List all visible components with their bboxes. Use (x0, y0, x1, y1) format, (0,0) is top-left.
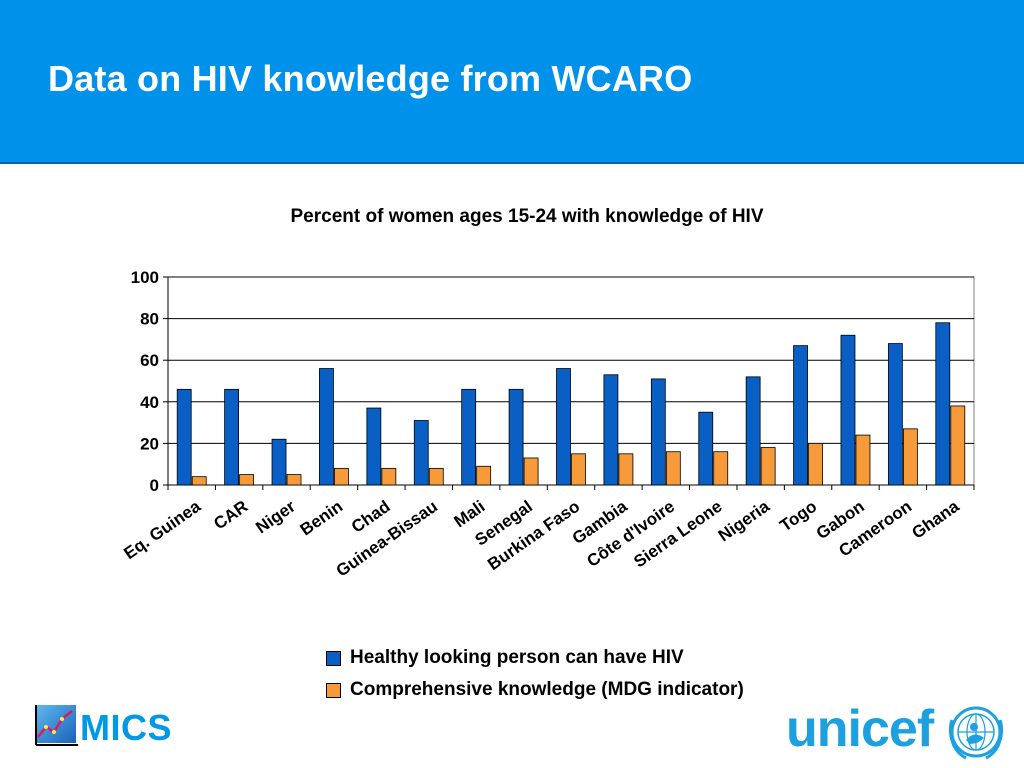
bar-comprehensive-4 (381, 467, 397, 486)
y-tick-label: 40 (140, 393, 159, 412)
bar-comprehensive-3 (334, 467, 349, 486)
x-category-label: Benin (297, 497, 347, 540)
x-category-label: Eq. Guinea (120, 496, 204, 563)
bar-healthy-looking-9 (603, 374, 619, 486)
y-tick-label: 80 (140, 310, 159, 329)
chart-legend: Healthy looking person can have HIV Comp… (326, 642, 744, 706)
bar-healthy-looking-15 (887, 343, 903, 486)
bar-comprehensive-8 (571, 453, 586, 486)
legend-item-series-2: Comprehensive knowledge (MDG indicator) (326, 674, 744, 706)
bar-comprehensive-13 (808, 442, 823, 486)
x-category-label: Nigeria (715, 496, 774, 545)
unicef-logo-text: unicef (786, 700, 934, 758)
legend-item-series-1: Healthy looking person can have HIV (326, 642, 744, 674)
mics-logo-text: MICS (80, 707, 172, 748)
bar-comprehensive-6 (476, 465, 492, 486)
bar-comprehensive-1 (239, 474, 255, 486)
mics-chart-logo-icon (35, 705, 78, 746)
bar-healthy-looking-3 (319, 368, 334, 486)
slide-header: Data on HIV knowledge from WCARO (0, 0, 1024, 164)
bar-healthy-looking-7 (508, 388, 524, 486)
bar-comprehensive-14 (855, 434, 871, 486)
bar-comprehensive-12 (760, 447, 776, 486)
bar-healthy-looking-8 (556, 368, 571, 486)
bar-healthy-looking-14 (840, 334, 856, 486)
bar-healthy-looking-4 (366, 407, 382, 486)
bar-comprehensive-10 (665, 451, 681, 486)
legend-label-series-2: Comprehensive knowledge (MDG indicator) (350, 679, 744, 700)
legend-label-series-1: Healthy looking person can have HIV (350, 647, 684, 668)
x-category-label: Ghana (908, 496, 963, 542)
legend-swatch-series-1 (326, 650, 341, 666)
legend-swatch-series-2 (326, 682, 341, 698)
x-category-label: Niger (252, 497, 299, 538)
bar-healthy-looking-1 (224, 388, 240, 486)
bar-comprehensive-15 (902, 428, 918, 486)
chart-title: Percent of women ages 15-24 with knowled… (290, 206, 764, 227)
y-tick-label: 20 (140, 434, 159, 453)
bar-healthy-looking-16 (935, 322, 951, 486)
bar-comprehensive-7 (523, 457, 539, 486)
bar-healthy-looking-12 (745, 376, 761, 486)
y-tick-label: 60 (140, 351, 159, 370)
bar-healthy-looking-5 (413, 420, 429, 486)
bar-comprehensive-9 (618, 453, 634, 486)
y-tick-label: 0 (150, 476, 159, 495)
bar-healthy-looking-6 (461, 388, 477, 486)
x-category-label: CAR (210, 497, 251, 534)
bar-healthy-looking-13 (793, 345, 808, 486)
slide-title: Data on HIV knowledge from WCARO (48, 58, 693, 99)
bar-comprehensive-16 (950, 405, 966, 486)
bar-comprehensive-11 (713, 451, 729, 486)
bar-comprehensive-5 (428, 467, 444, 486)
y-tick-label: 100 (131, 268, 159, 287)
bar-comprehensive-0 (191, 476, 207, 486)
bar-healthy-looking-10 (650, 378, 666, 486)
bar-comprehensive-2 (286, 474, 302, 486)
unicef-globe-emblem-icon (948, 706, 1004, 760)
bar-healthy-looking-11 (698, 411, 714, 486)
bar-healthy-looking-2 (271, 438, 287, 486)
bar-healthy-looking-0 (176, 388, 192, 486)
